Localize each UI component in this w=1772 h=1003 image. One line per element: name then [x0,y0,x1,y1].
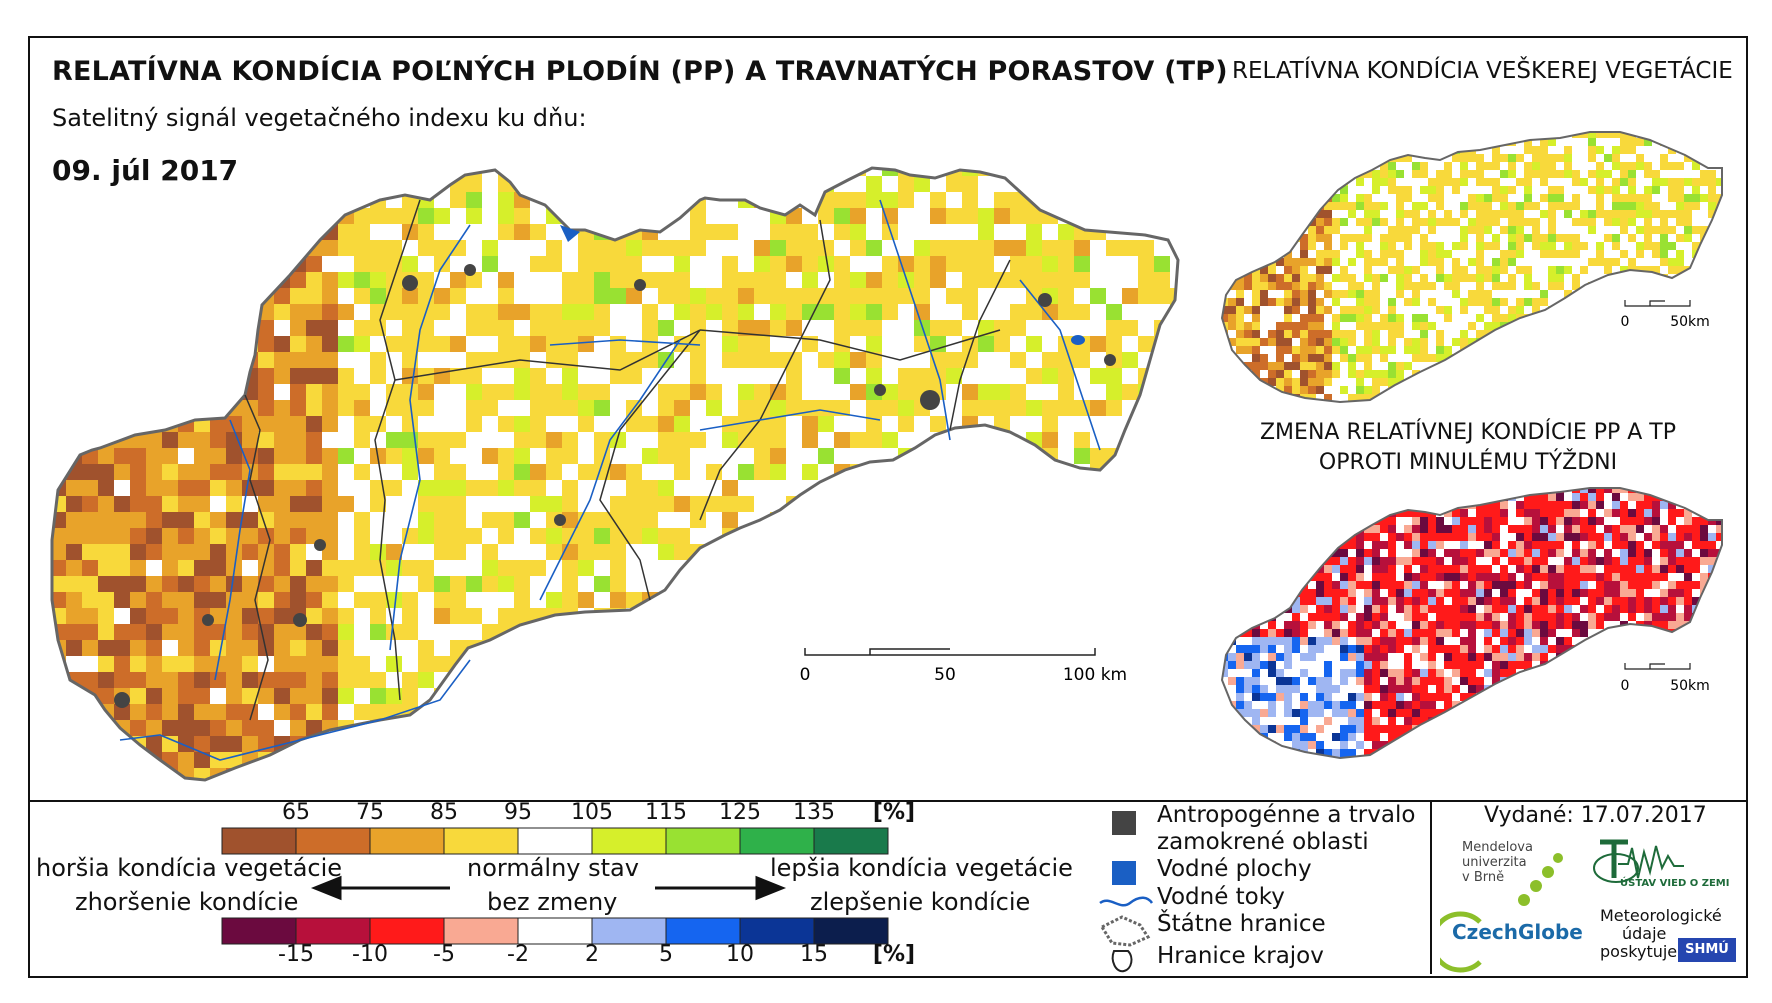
uvgz-text: ÚSTAV VIED O ZEMI [1620,878,1730,889]
issued-date: Vydané: 17.07.2017 [1484,803,1707,828]
condTicks-label: 65 [282,800,310,825]
legend-improvement: zlepšenie kondície [810,888,1031,916]
changeBar-segment [221,917,297,945]
legend-worsening: zhoršenie kondície [75,888,299,916]
condTicks-label: 75 [356,800,384,825]
shmu-logo: SHMÚ [1678,938,1736,962]
side-map-top-title: RELATÍVNA KONDÍCIA VEŠKEREJ VEGETÁCIE [1232,58,1733,84]
legend-worse-condition: horšia kondícia vegetácie [36,854,343,882]
condTicks-label: 115 [645,800,687,825]
condBar-segment [739,827,815,855]
state-border-label: Štátne hranice [1157,911,1326,937]
changeBar-segment [295,917,371,945]
czechglobe-text: CzechGlobe [1452,920,1583,944]
legend-bars [221,827,889,945]
changeTicks-label: -10 [352,942,388,967]
map-subtitle: Satelitný signál vegetačného indexu ku d… [52,104,587,132]
side-top-scale-50: 50km [1670,314,1710,330]
condBar-segment [517,827,593,855]
main-scale-label-50: 50 [934,665,956,685]
main-scale-label-0: 0 [800,665,811,685]
changeBar-segment [443,917,519,945]
changeTicks-label: 15 [800,942,828,967]
region-border-symbol [1111,950,1133,973]
condTicks-label: 85 [430,800,458,825]
changeTicks-label: 10 [726,942,754,967]
legend-normal-state: normálny stav [467,854,639,882]
condBar-segment [813,827,889,855]
credits-divider [1430,800,1432,974]
condTicks-label: 95 [504,800,532,825]
map-title: RELATÍVNA KONDÍCIA POĽNÝCH PLODÍN (PP) A… [52,56,1228,87]
legend-better-condition: lepšia kondícia vegetácie [770,854,1073,882]
condBar-segment [665,827,741,855]
mendelu-line2: univerzita [1462,855,1527,870]
change-unit: [%] [872,942,916,967]
mendelu-line1: Mendelova [1462,840,1533,855]
mendelu-line3: v Brně [1462,870,1505,885]
side-bottom-scale-50: 50km [1670,678,1710,694]
side-map-bottom-title: ZMENA RELATÍVNEJ KONDÍCIE PP A TP OPROTI… [1228,418,1708,478]
changeBar-segment [665,917,741,945]
water-areas-label: Vodné plochy [1157,856,1312,882]
condBar-segment [295,827,371,855]
changeBar-segment [739,917,815,945]
condition-color-bar [221,827,889,855]
changeBar-segment [591,917,667,945]
side-bottom-scale-0: 0 [1621,678,1630,694]
condTicks-label: 105 [571,800,613,825]
condTicks-label: 125 [719,800,761,825]
changeTicks-label: -15 [278,942,314,967]
state-border-symbol [1099,915,1151,947]
changeBar-segment [369,917,445,945]
anthropogenic-label-1: Antropogénne a trvalo [1157,802,1416,828]
anthropogenic-label-2: zamokrené oblasti [1157,829,1369,855]
condition-unit: [%] [872,800,916,825]
condBar-segment [591,827,667,855]
condBar-segment [443,827,519,855]
czechglobe-logo [1440,853,1563,973]
side-map-bottom-title-line1: ZMENA RELATÍVNEJ KONDÍCIE PP A TP [1259,420,1676,445]
legend-no-change: bez zmeny [487,888,618,916]
legend-arrows [310,875,787,901]
changeTicks-label: -2 [507,942,529,967]
map-symbols [1099,811,1154,973]
rivers-label: Vodné toky [1157,884,1285,910]
met-line1: Meteorologické [1600,906,1722,925]
main-map: 0 50 100 km 0 50km 0 50km [50,131,1723,782]
main-scale-label-100: 100 km [1063,665,1127,685]
anthropogenic-symbol [1112,811,1136,835]
changeBar-segment [813,917,889,945]
changeTicks-label: -5 [433,942,455,967]
condTicks-label: 135 [793,800,835,825]
water-area-symbol [1112,861,1136,885]
changeTicks-label: 2 [585,942,599,967]
main-scale-bar [804,648,1096,656]
changeBar-segment [517,917,593,945]
side-map-bottom-title-line2: OPROTI MINULÉMU TÝŽDNI [1318,450,1618,475]
met-line2: údaje [1622,924,1667,943]
legend-separator [28,800,1746,802]
change-color-bar [221,917,889,945]
met-line3: poskytuje: [1600,942,1683,961]
region-border-label: Hranice krajov [1157,943,1324,969]
uvgz-logo [1593,839,1684,883]
side-top-scale-0: 0 [1621,314,1630,330]
river-symbol [1099,896,1154,907]
condBar-segment [221,827,297,855]
condBar-segment [369,827,445,855]
changeTicks-label: 5 [659,942,673,967]
map-date: 09. júl 2017 [52,154,239,187]
